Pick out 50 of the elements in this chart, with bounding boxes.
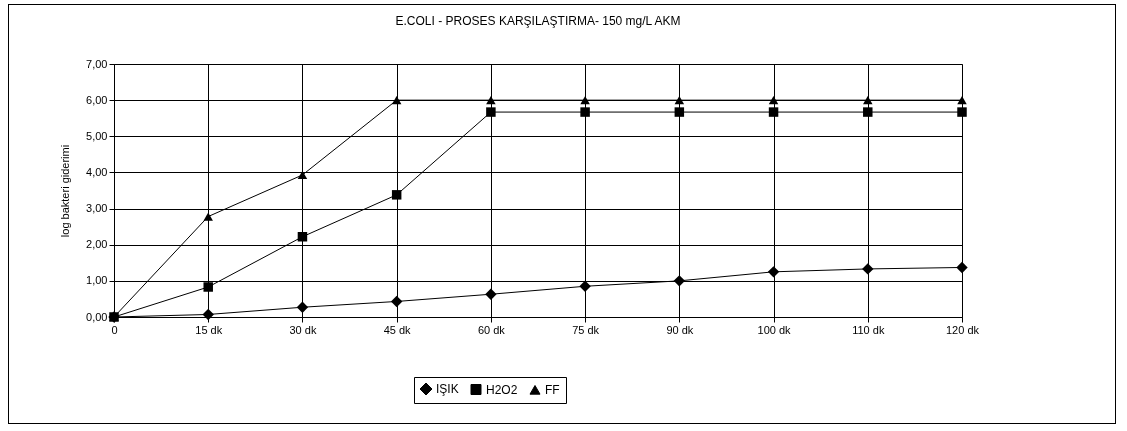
point [862,263,874,275]
x-tick-label: 15 dk [195,323,223,336]
point [580,96,590,105]
point [957,107,967,117]
point [297,232,308,242]
x-tick-label: 75 dk [572,323,600,336]
legend-label: H2O2 [486,382,518,397]
x-tick-label: 100 dk [757,323,792,336]
x-tick-label: 30 dk [289,323,317,336]
x-tick-label: 45 dk [383,323,412,336]
point [391,190,402,200]
y-tick-label: 1,00 [86,274,108,287]
y-tick-label: 7,00 [86,57,108,70]
x-tick-label: 120 dk [945,323,980,336]
legend-label: FF [545,382,560,397]
point [956,261,968,274]
y-tick-label: 4,00 [86,165,108,178]
x-tick-label: 0 [111,323,118,336]
y-tick-label: 5,00 [86,129,108,142]
point [297,170,308,180]
point [768,107,779,117]
point [674,107,685,117]
x-tick-label: 60 dk [477,323,506,336]
point [863,96,873,105]
point [768,96,779,105]
point [674,96,685,105]
point [957,96,967,105]
point [391,96,402,105]
point [390,295,403,308]
point [580,107,590,117]
point [203,212,213,221]
y-tick-label: 3,00 [86,202,108,215]
point [202,308,214,321]
point [579,280,591,292]
point [485,288,497,300]
y-tick-label: 0,00 [86,310,108,323]
point [673,275,686,287]
point [203,282,213,292]
chart-title: E.COLI - PROSES KARŞILAŞTIRMA- 150 mg/L AKM [395,14,681,28]
x-tick-label: 110 dk [852,323,885,336]
point [767,266,780,278]
point [486,107,496,117]
y-tick-label: 6,00 [86,93,108,106]
x-tick-label: 90 dk [666,323,694,336]
point [296,301,309,313]
point [863,107,873,117]
y-axis-title: log bakteri giderimi [59,144,72,238]
point [486,96,496,105]
legend-label: IŞIK [436,382,459,396]
y-tick-label: 2,00 [86,238,108,251]
